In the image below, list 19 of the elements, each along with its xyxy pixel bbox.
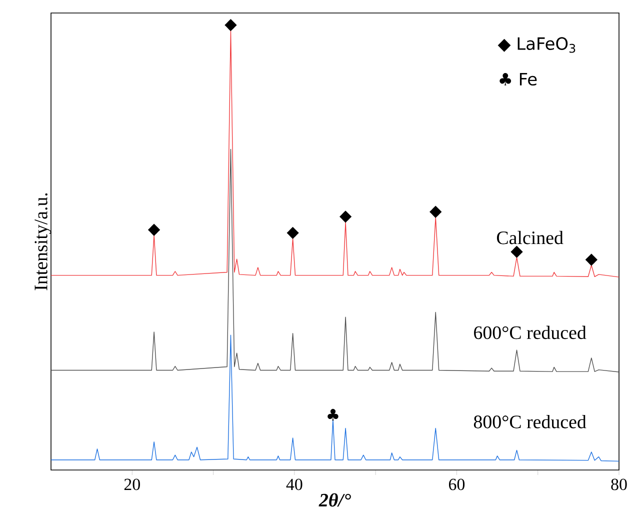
series-label: 800°C reduced (474, 415, 586, 428)
x-axis-title: 2θ/° (318, 493, 351, 507)
series-label: Calcined (496, 230, 564, 244)
annotation: ♣ Fe (500, 72, 537, 86)
annotation: ◆ (585, 254, 598, 266)
x-tick-label: 20 (124, 478, 140, 490)
annotation: ◆ (430, 206, 442, 218)
x-tick-label: 80 (611, 478, 627, 490)
y-axis-title: Intensity/a.u. (34, 193, 52, 290)
annotation: ♣ (328, 408, 338, 421)
x-tick-label: 40 (286, 478, 302, 490)
annotation: ◆ (339, 210, 352, 223)
annotation: ◆ (286, 226, 299, 240)
x-tick-label: 60 (448, 478, 465, 490)
annotation: ◆ (148, 224, 160, 236)
annotation: ◆ (224, 18, 237, 32)
series-label: 600°C reduced (474, 326, 586, 340)
annotation: ◆ (510, 246, 523, 258)
annotation: ◆ LaFeO$_{3}$ (498, 37, 576, 53)
